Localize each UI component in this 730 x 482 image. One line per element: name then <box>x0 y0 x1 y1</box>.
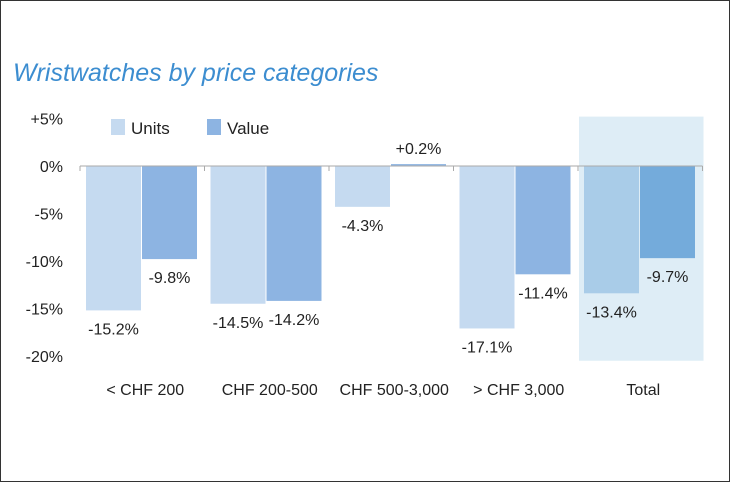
data-label: -14.5% <box>213 315 264 332</box>
x-tick-label: CHF 200-500 <box>222 382 318 399</box>
data-label: +0.2% <box>396 141 442 158</box>
bar-units <box>86 166 141 311</box>
bar-value <box>640 166 695 259</box>
x-tick-label: > CHF 3,000 <box>473 382 564 399</box>
bar-units <box>335 166 390 207</box>
data-label: -9.8% <box>149 270 191 287</box>
legend-label: Units <box>131 119 170 138</box>
y-tick-label: +5% <box>31 112 63 129</box>
data-label: -17.1% <box>462 339 513 356</box>
data-label: -14.2% <box>269 312 320 329</box>
data-label: -13.4% <box>586 304 637 321</box>
data-label: -15.2% <box>88 321 139 338</box>
legend-swatch-units <box>111 119 125 135</box>
chart-title: Wristwatches by price categories <box>13 59 379 87</box>
x-tick-label: Total <box>626 382 660 399</box>
x-tick-label: CHF 500-3,000 <box>340 382 449 399</box>
bar-units <box>459 166 515 329</box>
y-tick-label: -15% <box>26 302 63 319</box>
bar-units <box>584 166 639 294</box>
bar-units <box>210 166 266 304</box>
bar-value <box>515 166 571 275</box>
legend-swatch-value <box>207 119 221 135</box>
data-label: -11.4% <box>518 285 568 302</box>
x-tick-label: < CHF 200 <box>106 382 184 399</box>
data-label: -9.7% <box>647 269 689 286</box>
y-tick-label: -10% <box>26 254 63 271</box>
bar-value <box>266 166 322 301</box>
data-label: -4.3% <box>342 218 384 235</box>
bar-value <box>142 166 197 260</box>
y-tick-label: 0% <box>40 159 63 176</box>
bar-value <box>391 164 446 166</box>
y-tick-label: -20% <box>26 349 63 366</box>
legend-label: Value <box>227 119 269 138</box>
y-tick-label: -5% <box>35 207 63 224</box>
